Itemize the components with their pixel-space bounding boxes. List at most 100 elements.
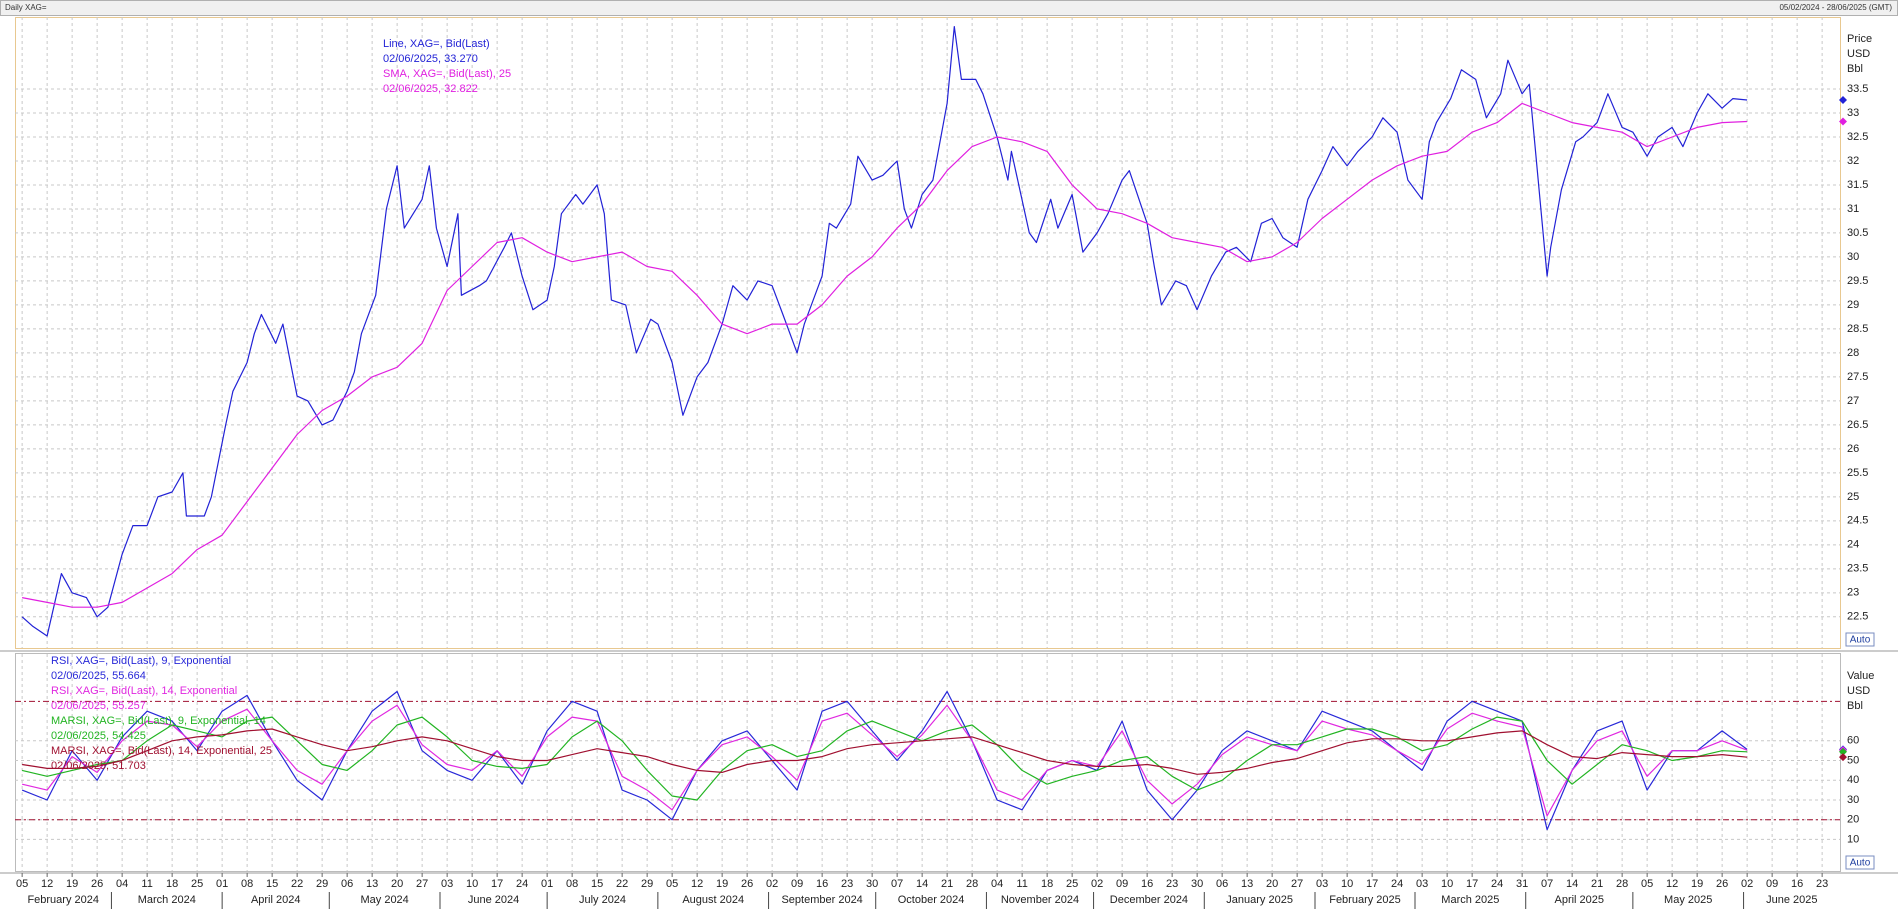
month-label: April 2025 xyxy=(1555,894,1605,906)
chart-title: Daily XAG= xyxy=(5,3,47,12)
x-tick-label: 23 xyxy=(1166,878,1178,890)
x-tick-label: 08 xyxy=(241,878,253,890)
x-tick-label: 03 xyxy=(441,878,453,890)
x-tick-label: 02 xyxy=(766,878,778,890)
legend-value: 02/06/2025, 33.270 xyxy=(383,53,478,65)
x-tick-label: 26 xyxy=(741,878,753,890)
y-tick-label: 29 xyxy=(1847,299,1859,311)
legend-value: 02/06/2025, 51.703 xyxy=(51,760,146,772)
x-tick-label: 24 xyxy=(1391,878,1403,890)
legend-value: 02/06/2025, 32.822 xyxy=(383,83,478,95)
y-tick-label: 30 xyxy=(1847,794,1859,806)
x-tick-label: 20 xyxy=(1266,878,1278,890)
x-tick-label: 13 xyxy=(366,878,378,890)
x-tick-label: 23 xyxy=(841,878,853,890)
x-tick-label: 11 xyxy=(141,878,152,890)
y-tick-label: 31 xyxy=(1847,203,1859,215)
month-label: November 2024 xyxy=(1001,894,1079,906)
axis-label: Bbl xyxy=(1847,63,1863,75)
x-tick-label: 26 xyxy=(1716,878,1728,890)
legend-value: 02/06/2025, 55.257 xyxy=(51,700,146,712)
month-label: January 2025 xyxy=(1226,894,1293,906)
legend-entry: SMA, XAG=, Bid(Last), 25 xyxy=(383,68,511,80)
x-tick-label: 28 xyxy=(966,878,978,890)
x-tick-label: 07 xyxy=(891,878,903,890)
x-tick-label: 09 xyxy=(1116,878,1128,890)
y-tick-label: 32 xyxy=(1847,155,1859,167)
last-value-marker xyxy=(1839,753,1847,762)
month-label: April 2024 xyxy=(251,894,301,906)
x-tick-label: 11 xyxy=(1016,878,1027,890)
y-tick-label: 50 xyxy=(1847,754,1859,766)
series-line xyxy=(21,704,1748,817)
x-tick-label: 06 xyxy=(1216,878,1228,890)
x-tick-label: 05 xyxy=(16,878,28,890)
x-tick-label: 05 xyxy=(666,878,678,890)
x-tick-label: 25 xyxy=(1066,878,1078,890)
legend-entry: RSI, XAG=, Bid(Last), 14, Exponential xyxy=(51,685,237,697)
series-line xyxy=(21,716,1748,801)
x-tick-label: 30 xyxy=(1191,878,1203,890)
auto-button-label[interactable]: Auto xyxy=(1850,635,1871,646)
x-tick-label: 13 xyxy=(1241,878,1253,890)
x-tick-label: 15 xyxy=(266,878,278,890)
y-tick-label: 32.5 xyxy=(1847,131,1868,143)
x-tick-label: 16 xyxy=(1791,878,1803,890)
x-tick-label: 17 xyxy=(491,878,503,890)
month-label: July 2024 xyxy=(579,894,626,906)
y-tick-label: 25.5 xyxy=(1847,467,1868,479)
last-value-marker xyxy=(1839,747,1847,756)
auto-button-label[interactable]: Auto xyxy=(1850,858,1871,869)
y-tick-label: 24.5 xyxy=(1847,515,1868,527)
y-tick-label: 10 xyxy=(1847,833,1859,845)
x-tick-label: 09 xyxy=(1766,878,1778,890)
x-tick-label: 02 xyxy=(1741,878,1753,890)
x-tick-label: 17 xyxy=(1466,878,1478,890)
axis-label: USD xyxy=(1847,48,1870,60)
month-label: December 2024 xyxy=(1110,894,1188,906)
month-label: March 2025 xyxy=(1441,894,1499,906)
month-label: May 2025 xyxy=(1664,894,1712,906)
x-tick-label: 05 xyxy=(1641,878,1653,890)
y-tick-label: 27 xyxy=(1847,395,1859,407)
x-tick-label: 26 xyxy=(91,878,103,890)
month-label: June 2025 xyxy=(1766,894,1817,906)
x-tick-label: 04 xyxy=(991,878,1003,890)
x-tick-label: 27 xyxy=(416,878,428,890)
legend-entry: MARSI, XAG=, Bid(Last), 14, Exponential,… xyxy=(51,745,272,757)
x-tick-label: 25 xyxy=(191,878,203,890)
x-tick-label: 31 xyxy=(1516,878,1528,890)
axis-label: Price xyxy=(1847,33,1872,45)
x-tick-label: 14 xyxy=(916,878,928,890)
y-tick-label: 23 xyxy=(1847,587,1859,599)
axis-label: USD xyxy=(1847,685,1870,697)
month-label: May 2024 xyxy=(360,894,408,906)
x-tick-label: 16 xyxy=(1141,878,1153,890)
y-tick-label: 60 xyxy=(1847,735,1859,747)
y-tick-label: 28 xyxy=(1847,347,1859,359)
x-tick-label: 10 xyxy=(1341,878,1353,890)
x-tick-label: 23 xyxy=(1816,878,1828,890)
y-tick-label: 31.5 xyxy=(1847,179,1868,191)
y-tick-label: 25 xyxy=(1847,491,1859,503)
last-value-marker xyxy=(1839,96,1847,105)
legend-entry: Line, XAG=, Bid(Last) xyxy=(383,38,490,50)
x-tick-label: 30 xyxy=(866,878,878,890)
x-tick-label: 28 xyxy=(1616,878,1628,890)
y-tick-label: 28.5 xyxy=(1847,323,1868,335)
auto-button[interactable] xyxy=(1845,855,1875,870)
month-label: September 2024 xyxy=(781,894,862,906)
month-label: March 2024 xyxy=(138,894,196,906)
x-tick-label: 08 xyxy=(566,878,578,890)
auto-button[interactable] xyxy=(1845,632,1875,647)
series-line xyxy=(21,26,1748,637)
date-range: 05/02/2024 - 28/06/2025 (GMT) xyxy=(1779,3,1892,12)
x-tick-label: 21 xyxy=(941,878,953,890)
x-tick-label: 17 xyxy=(1366,878,1378,890)
x-tick-label: 02 xyxy=(1091,878,1103,890)
x-tick-label: 10 xyxy=(1441,878,1453,890)
x-tick-label: 27 xyxy=(1291,878,1303,890)
